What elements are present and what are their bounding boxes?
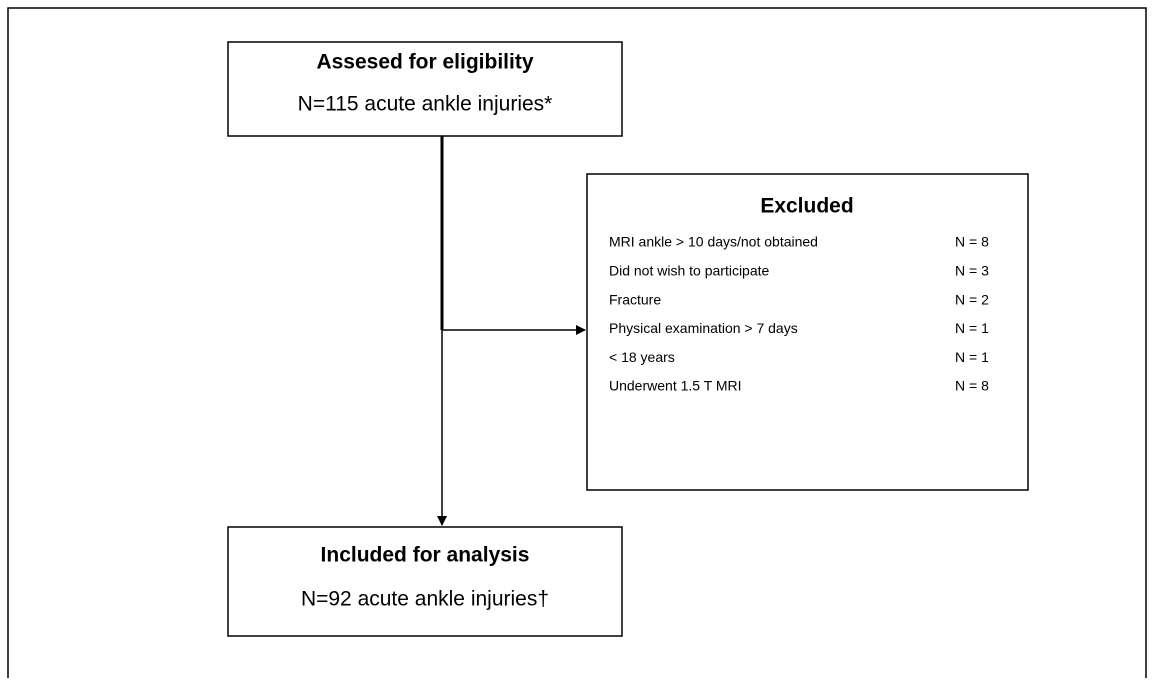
exclusion-count: N = 1 [955,320,989,336]
excluded-title: Excluded [760,195,853,218]
exclusion-count: N = 2 [955,291,989,307]
exclusion-reason: MRI ankle > 10 days/not obtained [609,234,818,250]
outer-border [7,7,1147,683]
exclusion-count: N = 3 [955,263,989,279]
exclusion-count: N = 8 [955,234,989,250]
included-box [227,526,623,637]
exclusion-reason: < 18 years [609,349,675,365]
exclusion-count: N = 1 [955,349,989,365]
exclusion-reason: Underwent 1.5 T MRI [609,378,742,394]
exclusion-reason: Did not wish to participate [609,263,770,279]
eligibility-title: Assesed for eligibility [316,51,533,74]
exclusion-reason: Fracture [609,291,661,307]
included-title: Included for analysis [321,544,530,567]
exclusion-reason: Physical examination > 7 days [609,320,798,336]
excluded-list: MRI ankle > 10 days/not obtained N = 8 Did… [609,234,989,394]
eligibility-count: N=115 acute ankle injuries* [298,93,553,116]
excluded-box [586,173,1029,491]
exclusion-count: N = 8 [955,378,989,394]
eligibility-box [227,41,623,137]
included-count: N=92 acute ankle injuries† [301,588,549,611]
